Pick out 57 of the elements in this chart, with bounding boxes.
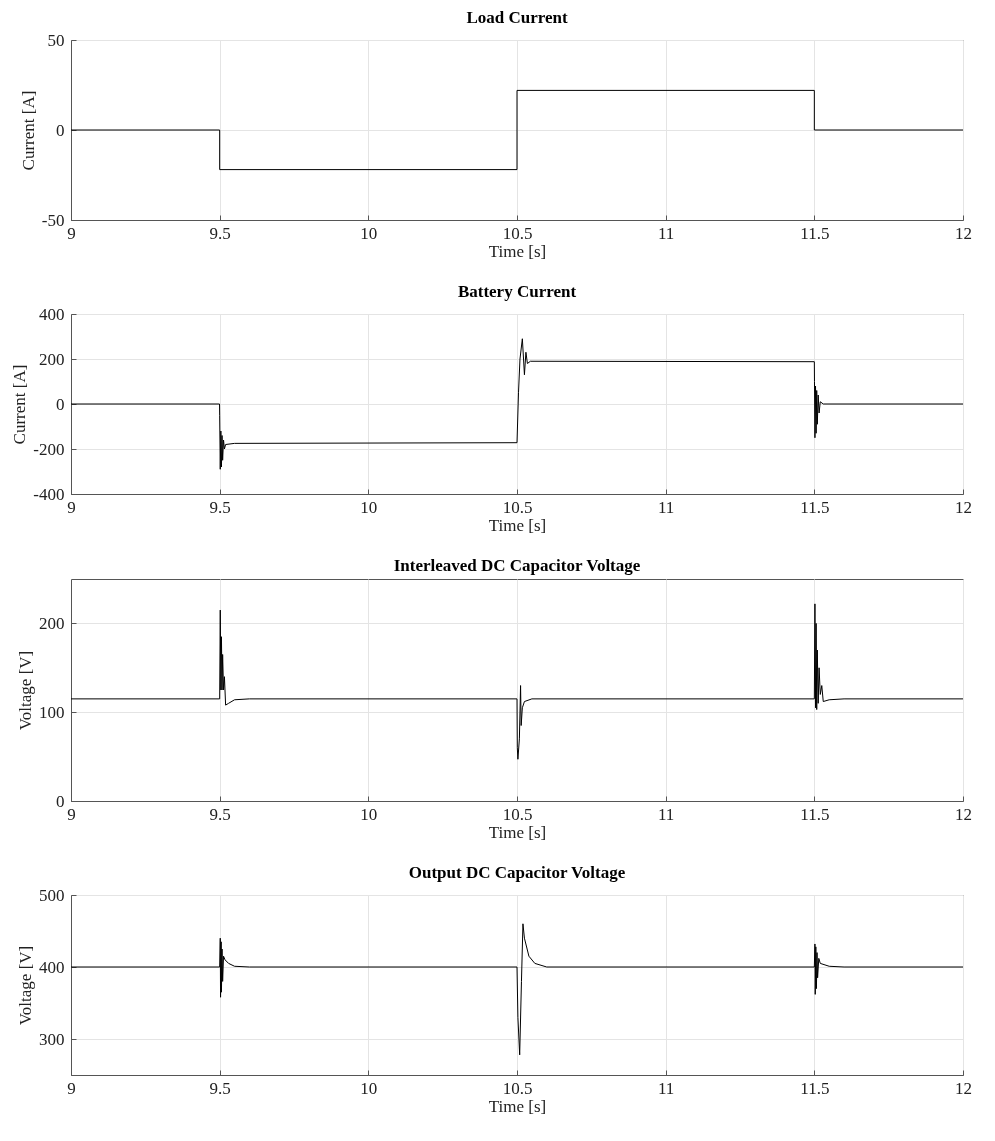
- x-tick-label: 9.5: [209, 804, 231, 824]
- y-tick-label: 200: [39, 613, 65, 633]
- y-tick-label: 400: [39, 957, 65, 977]
- chart-title: Output DC Capacitor Voltage: [408, 863, 626, 882]
- x-tick-label: 12: [955, 497, 972, 517]
- chart-title: Load Current: [466, 8, 568, 27]
- x-tick-label: 9: [67, 497, 76, 517]
- y-tick-label: -50: [41, 210, 65, 230]
- x-tick-label: 10.5: [502, 497, 533, 517]
- x-tick-label: 12: [955, 223, 972, 243]
- x-axis-title: Time [s]: [488, 241, 547, 261]
- x-tick-label: 11.5: [800, 1078, 830, 1098]
- x-tick-label: 9: [67, 804, 76, 824]
- line-series: [71, 338, 963, 470]
- x-axis-title: Time [s]: [488, 1096, 547, 1116]
- x-tick-label: 10: [360, 1078, 378, 1098]
- y-axis-title: Current [A]: [10, 364, 30, 445]
- y-tick-label: 300: [39, 1029, 65, 1049]
- x-tick-label: 11.5: [800, 497, 830, 517]
- y-tick-label: 0: [56, 791, 65, 811]
- y-tick-label: 500: [39, 885, 65, 905]
- x-tick-label: 10: [360, 497, 378, 517]
- y-tick-label: -200: [33, 439, 65, 459]
- x-tick-label: 9.5: [209, 497, 231, 517]
- x-tick-label: 11: [657, 804, 675, 824]
- x-axis-title: Time [s]: [488, 515, 547, 535]
- y-tick-label: 0: [56, 394, 65, 414]
- y-axis-title: Voltage [V]: [16, 650, 35, 731]
- x-tick-label: 10: [360, 804, 378, 824]
- x-tick-label: 9: [67, 1078, 76, 1098]
- x-tick-label: 10.5: [502, 1078, 533, 1098]
- y-tick-label: 0: [56, 120, 65, 140]
- x-tick-label: 11: [657, 497, 675, 517]
- x-tick-label: 12: [955, 804, 972, 824]
- x-tick-label: 10.5: [502, 804, 533, 824]
- x-tick-label: 9.5: [209, 1078, 231, 1098]
- x-tick-label: 12: [955, 1078, 972, 1098]
- line-series: [71, 923, 963, 1056]
- x-tick-label: 11.5: [800, 223, 830, 243]
- chart-title: Battery Current: [457, 282, 577, 301]
- x-tick-label: 9.5: [209, 223, 231, 243]
- x-tick-label: 10: [360, 223, 378, 243]
- y-tick-label: 50: [47, 30, 65, 50]
- x-tick-label: 9: [67, 223, 76, 243]
- x-axis-title: Time [s]: [488, 822, 547, 842]
- y-tick-label: 400: [39, 304, 65, 324]
- x-tick-label: 11: [657, 223, 675, 243]
- x-tick-label: 10.5: [502, 223, 533, 243]
- y-tick-label: -400: [33, 484, 65, 504]
- y-tick-label: 100: [39, 702, 65, 722]
- y-axis-title: Voltage [V]: [16, 945, 35, 1026]
- y-axis-title: Current [A]: [18, 90, 38, 171]
- chart-title: Interleaved DC Capacitor Voltage: [393, 556, 641, 575]
- x-tick-label: 11: [657, 1078, 675, 1098]
- y-tick-label: 200: [39, 349, 65, 369]
- x-tick-label: 11.5: [800, 804, 830, 824]
- line-series: [71, 603, 963, 760]
